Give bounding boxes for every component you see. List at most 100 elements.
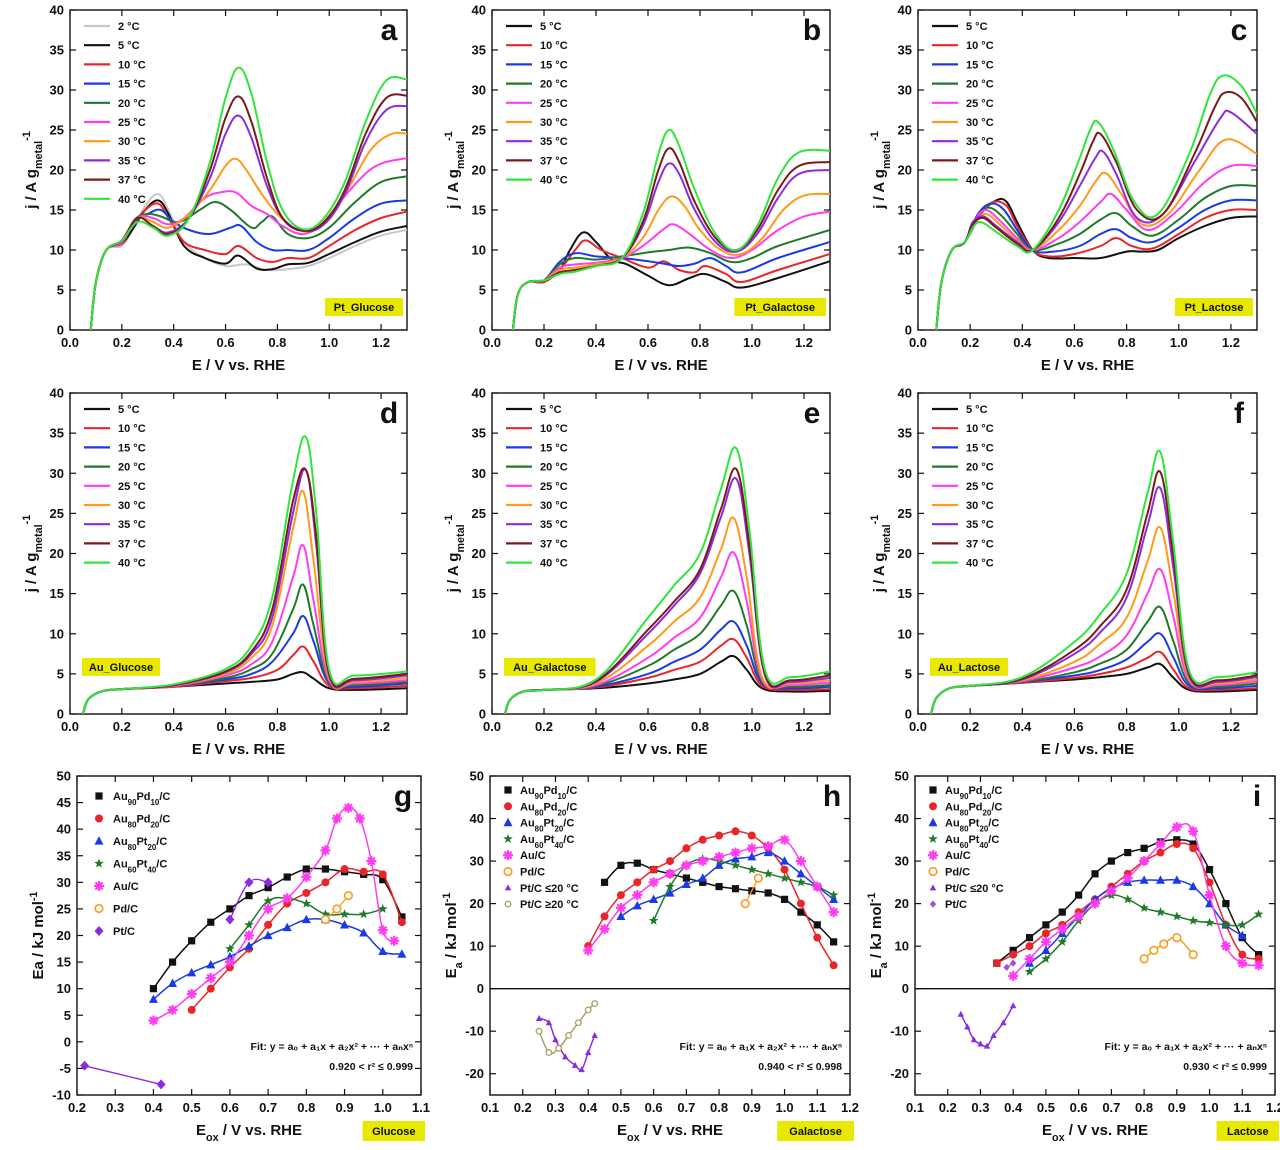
data-point xyxy=(730,847,741,858)
data-point xyxy=(1073,911,1084,922)
plot-area xyxy=(504,446,830,714)
legend-label: 40 °C xyxy=(966,558,994,570)
data-point xyxy=(535,1027,543,1035)
series-pt-c-20-c xyxy=(535,1015,598,1073)
data-point xyxy=(1042,921,1050,929)
series-au-c xyxy=(148,802,400,1026)
sample-label-bg xyxy=(1216,1121,1279,1141)
data-point xyxy=(992,959,1001,968)
x-tick-label: 0.7 xyxy=(677,1100,695,1115)
x-tick-label: 0.9 xyxy=(1168,1100,1186,1115)
legend-label: 35 °C xyxy=(966,519,994,531)
x-tick-label: 0.8 xyxy=(268,335,286,350)
legend-label: 25 °C xyxy=(118,481,146,493)
y-tick-label: 10 xyxy=(57,981,71,996)
legend-label: 5 °C xyxy=(540,404,562,416)
data-point xyxy=(615,902,626,913)
data-point xyxy=(359,867,368,876)
data-point xyxy=(574,1019,582,1027)
series-line-40c xyxy=(504,446,830,714)
panel-letter: e xyxy=(804,397,821,430)
data-point xyxy=(263,930,273,940)
x-tick-label: 0.6 xyxy=(216,719,234,734)
data-point xyxy=(562,1053,569,1060)
x-tick-label: 0.7 xyxy=(259,1100,277,1115)
series-au60pt40-c xyxy=(1024,890,1264,976)
legend-marker xyxy=(94,903,104,914)
y-tick-label: 35 xyxy=(898,426,912,441)
legend-marker xyxy=(503,850,513,861)
data-point xyxy=(633,878,642,887)
data-point xyxy=(681,879,691,889)
x-tick-label: 1.0 xyxy=(1170,719,1188,734)
data-point xyxy=(1090,898,1100,909)
fit-curve xyxy=(538,1017,596,1071)
legend-marker xyxy=(95,814,103,823)
legend-label: Au/C xyxy=(113,881,139,893)
legend-label: 37 °C xyxy=(118,538,146,550)
y-tick-label: 5 xyxy=(57,666,64,681)
y-tick-label: 30 xyxy=(898,83,912,98)
y-tick-label: 5 xyxy=(64,1008,71,1023)
y-tick-label: -20 xyxy=(890,1066,909,1081)
y-tick-label: 10 xyxy=(50,626,64,641)
data-point xyxy=(535,1015,543,1022)
data-point xyxy=(1189,840,1197,848)
data-point xyxy=(1172,840,1181,849)
data-point xyxy=(188,937,196,945)
legend-label: 35 °C xyxy=(118,155,146,167)
data-point xyxy=(571,1061,579,1068)
y-tick-label: 30 xyxy=(57,875,71,890)
x-tick-label: 0.2 xyxy=(535,335,553,350)
data-point xyxy=(244,941,254,950)
data-point xyxy=(244,930,254,941)
panel-i: 0.1 0.2 0.3 0.4 0.5 0.6 0.7 0.8 0.9 1.0 1.1 1.2 -20 -… xyxy=(866,769,1280,1145)
legend-label: Au80Pt20/C xyxy=(945,818,999,834)
fit-equation: Fit: y = a₀ + a₁x + a₂x² + ··· + aₙxⁿ xyxy=(1105,1041,1267,1053)
y-tick-label: 40 xyxy=(898,3,912,18)
data-point xyxy=(379,876,387,884)
x-tick-label: 0.0 xyxy=(61,335,79,350)
legend-label: 15 °C xyxy=(540,59,568,71)
legend: 5 °C 10 °C 15 °C 20 °C 25 °C 30 °C 35 °C 37 °C 4… xyxy=(932,404,994,570)
plot-frame xyxy=(914,775,1276,1096)
panel-h: 0.1 0.2 0.3 0.4 0.5 0.6 0.7 0.8 0.9 1.0 1.1 1.2 -20 -… xyxy=(441,769,859,1145)
data-point xyxy=(378,870,387,879)
data-point xyxy=(731,827,740,836)
data-point xyxy=(354,813,365,824)
x-tick-label: 0.4 xyxy=(587,335,606,350)
plot-area xyxy=(511,128,830,330)
x-tick-label: 1.0 xyxy=(743,335,761,350)
data-point xyxy=(633,859,641,867)
y-tick-label: 35 xyxy=(50,426,64,441)
data-point xyxy=(780,865,789,874)
data-point xyxy=(740,898,750,909)
data-point xyxy=(148,994,158,1003)
y-tick-label: 25 xyxy=(50,506,64,521)
y-tick-label: 35 xyxy=(50,43,64,58)
data-point xyxy=(1204,917,1215,927)
legend-label: Pt/C ≥20 °C xyxy=(520,899,579,911)
data-point xyxy=(682,874,690,882)
data-point xyxy=(168,958,177,966)
data-point xyxy=(1124,848,1132,857)
data-point xyxy=(332,904,342,914)
legend-label: 20 °C xyxy=(540,79,568,91)
y-tick-label: 40 xyxy=(57,822,71,837)
y-tick-label: 10 xyxy=(470,939,484,954)
x-tick-label: 0.5 xyxy=(612,1100,630,1115)
y-tick-label: 10 xyxy=(898,243,912,258)
x-axis-title: E / V vs. RHE xyxy=(192,357,285,374)
data-point xyxy=(331,813,342,824)
y-tick-label: 20 xyxy=(470,896,484,911)
series-pd-c xyxy=(1139,933,1198,964)
y-tick-label: 20 xyxy=(895,896,909,911)
data-point xyxy=(1075,891,1083,899)
data-point xyxy=(1041,945,1051,954)
data-point xyxy=(746,843,757,854)
data-point xyxy=(1188,881,1198,891)
x-tick-label: 0.6 xyxy=(639,719,657,734)
x-tick-label: 0.2 xyxy=(68,1100,86,1115)
y-tick-label: 40 xyxy=(472,3,486,18)
